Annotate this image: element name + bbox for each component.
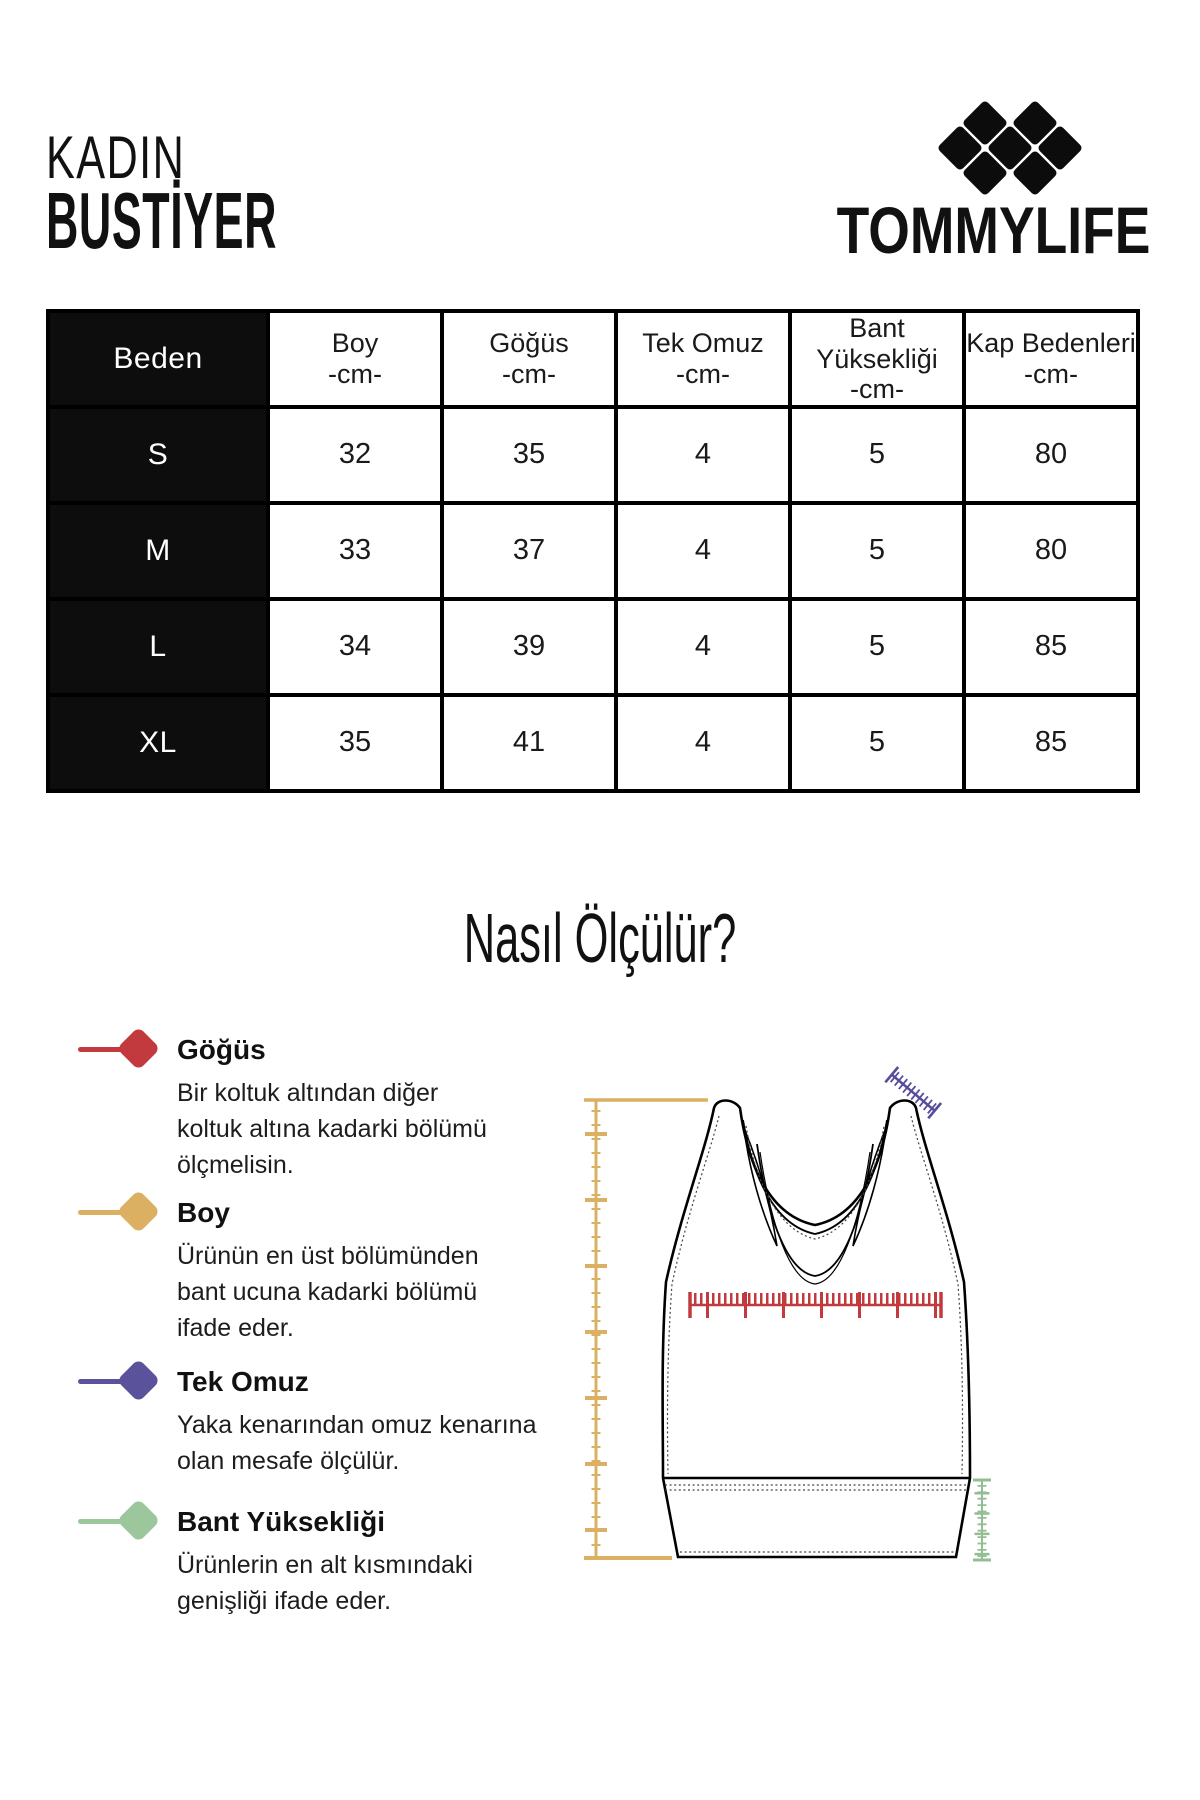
how-to-measure-title: Nasıl Ölçülür? xyxy=(463,899,737,977)
product-title: BUSTİYER xyxy=(46,176,277,265)
row-label-xl: XL xyxy=(50,697,266,789)
cell-xl-gogus: 41 xyxy=(444,697,614,789)
row-label-m: M xyxy=(50,505,266,597)
boy-diamond-icon xyxy=(116,1189,161,1234)
cell-m-tek-omuz: 4 xyxy=(618,505,788,597)
cell-l-bant-yuksekligi: 5 xyxy=(792,601,962,693)
col-header-tek-omuz: Tek Omuz -cm- xyxy=(618,313,788,405)
gogus-diamond-icon xyxy=(116,1026,161,1071)
cell-xl-boy: 35 xyxy=(270,697,440,789)
brand-logo-icon xyxy=(935,98,1085,203)
legend-desc-gogus: Bir koltuk altından diğer koltuk altına … xyxy=(177,1079,487,1179)
legend-item-boy: Boy Ürünün en üst bölümünden bant ucuna … xyxy=(78,1189,548,1346)
gogus-ruler xyxy=(688,1292,943,1318)
cell-s-gogus: 35 xyxy=(444,409,614,501)
bra-measurement-diagram xyxy=(584,1066,991,1562)
cell-xl-kap-bedenleri: 85 xyxy=(966,697,1136,789)
cell-l-boy: 34 xyxy=(270,601,440,693)
bant-yuksekligi-legend-line xyxy=(78,1519,126,1524)
brand-name: TOMMYLIFE xyxy=(836,193,1150,267)
legend-title-bant-yuksekligi: Bant Yüksekliği xyxy=(177,1506,386,1537)
cell-xl-tek-omuz: 4 xyxy=(618,697,788,789)
col-header-gogus: Göğüs -cm- xyxy=(444,313,614,405)
cell-s-bant-yuksekligi: 5 xyxy=(792,409,962,501)
table-corner-beden: Beden xyxy=(50,313,266,405)
cell-m-kap-bedenleri: 80 xyxy=(966,505,1136,597)
legend-desc-tek-omuz: Yaka kenarından omuz kenarına olan mesaf… xyxy=(177,1411,537,1475)
tek-omuz-ruler xyxy=(884,1066,943,1120)
row-label-l: L xyxy=(50,601,266,693)
legend-item-gogus: Göğüs Bir koltuk altından diğer koltuk a… xyxy=(78,1026,548,1183)
cell-m-boy: 33 xyxy=(270,505,440,597)
bant-yuksekligi-ruler xyxy=(973,1478,991,1562)
legend-title-boy: Boy xyxy=(177,1197,230,1228)
tek-omuz-diamond-icon xyxy=(116,1358,161,1403)
cell-l-kap-bedenleri: 85 xyxy=(966,601,1136,693)
legend-item-bant-yuksekligi: Bant Yüksekliği Ürünlerin en alt kısmınd… xyxy=(78,1498,548,1619)
legend-desc-boy: Ürünün en üst bölümünden bant ucuna kada… xyxy=(177,1242,479,1342)
cell-s-tek-omuz: 4 xyxy=(618,409,788,501)
row-label-s: S xyxy=(50,409,266,501)
cell-l-tek-omuz: 4 xyxy=(618,601,788,693)
legend-title-tek-omuz: Tek Omuz xyxy=(177,1366,309,1397)
cell-s-kap-bedenleri: 80 xyxy=(966,409,1136,501)
boy-ruler xyxy=(584,1098,708,1560)
size-table: Beden Boy -cm- Göğüs -cm- Tek Omuz -cm- … xyxy=(46,309,1140,793)
legend-title-gogus: Göğüs xyxy=(177,1034,266,1065)
tek-omuz-legend-line xyxy=(78,1379,126,1384)
category-label: KADIN xyxy=(46,124,186,191)
cell-xl-bant-yuksekligi: 5 xyxy=(792,697,962,789)
legend-desc-bant-yuksekligi: Ürünlerin en alt kısmındaki genişliği if… xyxy=(177,1551,473,1615)
cell-s-boy: 32 xyxy=(270,409,440,501)
gogus-legend-line xyxy=(78,1047,126,1052)
bra-illustration xyxy=(661,1099,972,1559)
col-header-boy: Boy -cm- xyxy=(270,313,440,405)
cell-m-bant-yuksekligi: 5 xyxy=(792,505,962,597)
cell-l-gogus: 39 xyxy=(444,601,614,693)
boy-legend-line xyxy=(78,1210,126,1215)
col-header-bant-yuksekligi: Bant Yüksekliği -cm- xyxy=(792,313,962,405)
cell-m-gogus: 37 xyxy=(444,505,614,597)
col-header-kap-bedenleri: Kap Bedenleri -cm- xyxy=(966,313,1136,405)
bant-yuksekligi-diamond-icon xyxy=(116,1498,161,1543)
legend-item-tek-omuz: Tek Omuz Yaka kenarından omuz kenarına o… xyxy=(78,1358,548,1479)
